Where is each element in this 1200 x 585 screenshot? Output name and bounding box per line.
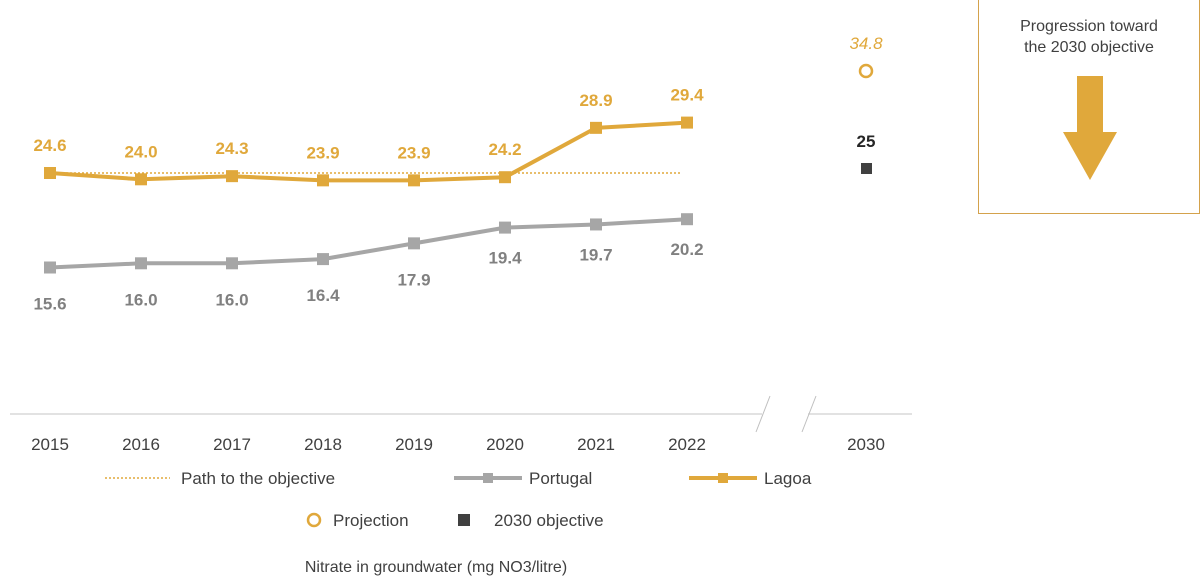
- legend-projection-label: Projection: [333, 511, 409, 530]
- portugal-marker-2017: [226, 257, 238, 270]
- portugal-value-label-2017: 16.0: [215, 290, 248, 309]
- portugal-marker-2022: [681, 213, 693, 226]
- legend-lagoa-marker: [718, 473, 728, 483]
- lagoa-marker-2018: [317, 174, 329, 187]
- lagoa-value-label-2019: 23.9: [397, 143, 430, 162]
- portugal-marker-2019: [408, 237, 420, 250]
- lagoa-value-label-2017: 24.3: [215, 139, 248, 158]
- portugal-value-label-2019: 17.9: [397, 270, 430, 289]
- projection-label: 34.8: [849, 34, 883, 53]
- lagoa-marker-2017: [226, 170, 238, 183]
- lagoa-value-label-2022: 29.4: [670, 86, 704, 105]
- lagoa-marker-2016: [135, 173, 147, 186]
- legend-projection-marker: [306, 512, 322, 528]
- portugal-value-label-2021: 19.7: [579, 246, 612, 265]
- lagoa-value-label-2021: 28.9: [579, 91, 612, 110]
- objective-label: 25: [857, 132, 876, 151]
- portugal-value-label-2015: 15.6: [33, 295, 66, 314]
- lagoa-value-label-2020: 24.2: [488, 140, 521, 159]
- x-tick-label-2021: 2021: [577, 435, 615, 454]
- portugal-line: [49, 217, 688, 270]
- lagoa-value-label-2018: 23.9: [306, 143, 339, 162]
- arrow-down-shape: [1063, 76, 1117, 180]
- portugal-value-label-2018: 16.4: [306, 286, 340, 305]
- lagoa-value-label-2015: 24.6: [33, 136, 66, 155]
- legend-portugal-marker: [483, 473, 493, 483]
- progression-callout-line-1: Progression toward: [1020, 18, 1158, 35]
- x-tick-label-2020: 2020: [486, 435, 524, 454]
- legend-objective-marker: [458, 514, 470, 526]
- x-tick-label-2018: 2018: [304, 435, 342, 454]
- objective-marker: [861, 163, 872, 174]
- lagoa-marker-2021: [590, 121, 602, 134]
- x-tick-label-2017: 2017: [213, 435, 251, 454]
- x-tick-label-2015: 2015: [31, 435, 69, 454]
- portugal-marker-2018: [317, 253, 329, 266]
- portugal-marker-2020: [499, 221, 511, 234]
- legend-lagoa-label: Lagoa: [764, 469, 812, 488]
- progression-callout-text: Progression toward the 2030 objective: [979, 16, 1199, 58]
- portugal-value-label-2020: 19.4: [488, 249, 522, 268]
- portugal-marker-2021: [590, 218, 602, 231]
- progression-callout: Progression toward the 2030 objective: [978, 0, 1200, 214]
- x-tick-label-2016: 2016: [122, 435, 160, 454]
- portugal-marker-2015: [44, 261, 56, 274]
- lagoa-marker-2019: [408, 174, 420, 187]
- projection-marker: [858, 63, 874, 79]
- lagoa-marker-2020: [499, 171, 511, 184]
- lagoa-marker-2022: [681, 116, 693, 129]
- axis-break-mark-1: [755, 395, 771, 433]
- x-tick-label-2030: 2030: [847, 435, 885, 454]
- x-tick-label-2022: 2022: [668, 435, 706, 454]
- legend-objective-label: 2030 objective: [494, 511, 604, 530]
- x-tick-label-2019: 2019: [395, 435, 433, 454]
- legend-portugal-label: Portugal: [529, 469, 592, 488]
- lagoa-marker-2015: [44, 167, 56, 179]
- lagoa-value-label-2016: 24.0: [124, 142, 157, 161]
- axis-break-mark-2: [801, 395, 817, 433]
- legend-path-label: Path to the objective: [181, 469, 335, 488]
- portugal-value-label-2022: 20.2: [670, 240, 703, 259]
- portugal-marker-2016: [135, 257, 147, 270]
- portugal-value-label-2016: 16.0: [124, 290, 157, 309]
- lagoa-line: [49, 120, 688, 183]
- progression-callout-line-2: the 2030 objective: [1024, 39, 1154, 56]
- chart-caption: Nitrate in groundwater (mg NO3/litre): [305, 559, 567, 576]
- arrow-down-icon: [1063, 76, 1117, 180]
